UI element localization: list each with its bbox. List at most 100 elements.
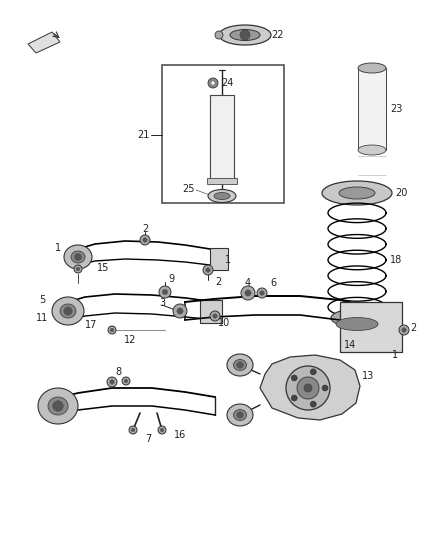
Circle shape: [159, 286, 171, 298]
Circle shape: [76, 267, 80, 271]
Text: 20: 20: [395, 188, 407, 198]
Text: 12: 12: [124, 335, 136, 345]
Text: 1: 1: [392, 350, 398, 360]
Circle shape: [131, 428, 135, 432]
Circle shape: [110, 379, 114, 384]
Circle shape: [211, 81, 215, 85]
Circle shape: [74, 253, 81, 261]
Text: 7: 7: [145, 434, 151, 444]
Ellipse shape: [71, 251, 85, 263]
Ellipse shape: [60, 304, 76, 318]
Text: 13: 13: [362, 371, 374, 381]
Text: 16: 16: [174, 430, 186, 440]
Circle shape: [245, 290, 251, 296]
Text: 17: 17: [85, 320, 97, 330]
Circle shape: [297, 377, 319, 399]
Bar: [340, 302, 402, 352]
Circle shape: [108, 326, 116, 334]
Ellipse shape: [339, 187, 375, 199]
Circle shape: [143, 238, 147, 243]
Ellipse shape: [64, 245, 92, 269]
Ellipse shape: [48, 397, 68, 415]
Bar: [210, 248, 228, 270]
Polygon shape: [28, 32, 60, 53]
Bar: [358, 68, 386, 150]
Circle shape: [122, 377, 130, 385]
Circle shape: [215, 31, 223, 39]
Text: 5: 5: [39, 295, 45, 305]
Ellipse shape: [331, 309, 383, 327]
Ellipse shape: [208, 190, 236, 203]
Ellipse shape: [38, 388, 78, 424]
Bar: [162, 65, 284, 203]
Circle shape: [206, 268, 210, 272]
Circle shape: [160, 428, 164, 432]
Circle shape: [173, 304, 187, 318]
Text: 23: 23: [390, 104, 403, 114]
Circle shape: [140, 235, 150, 245]
Circle shape: [210, 311, 220, 321]
Circle shape: [203, 265, 213, 275]
Ellipse shape: [227, 354, 253, 376]
Circle shape: [304, 384, 312, 392]
Text: 1: 1: [225, 255, 231, 265]
Circle shape: [286, 366, 330, 410]
Text: 6: 6: [270, 278, 276, 288]
Circle shape: [237, 411, 243, 418]
Circle shape: [162, 289, 168, 295]
Circle shape: [291, 375, 297, 381]
Circle shape: [208, 78, 218, 88]
Circle shape: [260, 290, 264, 295]
Circle shape: [177, 308, 183, 314]
Bar: [210, 95, 234, 180]
Text: 9: 9: [168, 274, 174, 284]
Text: 4: 4: [245, 278, 251, 288]
Text: 19: 19: [385, 313, 397, 323]
Circle shape: [310, 369, 316, 375]
Circle shape: [158, 426, 166, 434]
Text: 21: 21: [138, 130, 150, 140]
Text: 15: 15: [97, 263, 110, 273]
Ellipse shape: [358, 145, 386, 155]
Ellipse shape: [52, 297, 84, 325]
Circle shape: [124, 379, 128, 383]
Text: 8: 8: [115, 367, 121, 377]
Circle shape: [107, 377, 117, 387]
Text: 22: 22: [271, 30, 283, 40]
Circle shape: [53, 401, 64, 411]
Polygon shape: [260, 355, 360, 420]
Text: 14: 14: [344, 340, 356, 350]
Text: 24: 24: [221, 78, 233, 88]
Circle shape: [64, 307, 72, 315]
Circle shape: [241, 286, 255, 300]
Ellipse shape: [358, 63, 386, 73]
Text: 10: 10: [218, 318, 230, 328]
Circle shape: [237, 362, 243, 368]
Bar: [207, 178, 237, 184]
Ellipse shape: [227, 404, 253, 426]
Circle shape: [110, 328, 114, 332]
Text: 3: 3: [159, 298, 165, 308]
Ellipse shape: [214, 192, 230, 199]
Ellipse shape: [219, 25, 271, 45]
Text: 2: 2: [215, 277, 221, 287]
Circle shape: [240, 30, 250, 40]
Circle shape: [74, 265, 82, 273]
Circle shape: [291, 395, 297, 401]
Text: 18: 18: [390, 255, 402, 265]
Text: 2: 2: [410, 323, 416, 333]
Circle shape: [257, 288, 267, 298]
Text: 1: 1: [55, 243, 61, 253]
Circle shape: [322, 385, 328, 391]
Text: 2: 2: [142, 224, 148, 234]
Circle shape: [310, 401, 316, 407]
Ellipse shape: [230, 29, 260, 41]
Circle shape: [129, 426, 137, 434]
Ellipse shape: [322, 181, 392, 205]
Ellipse shape: [233, 409, 247, 421]
Text: 11: 11: [36, 313, 48, 323]
Circle shape: [213, 314, 217, 318]
Ellipse shape: [233, 359, 247, 370]
Ellipse shape: [336, 318, 378, 330]
Circle shape: [399, 325, 409, 335]
